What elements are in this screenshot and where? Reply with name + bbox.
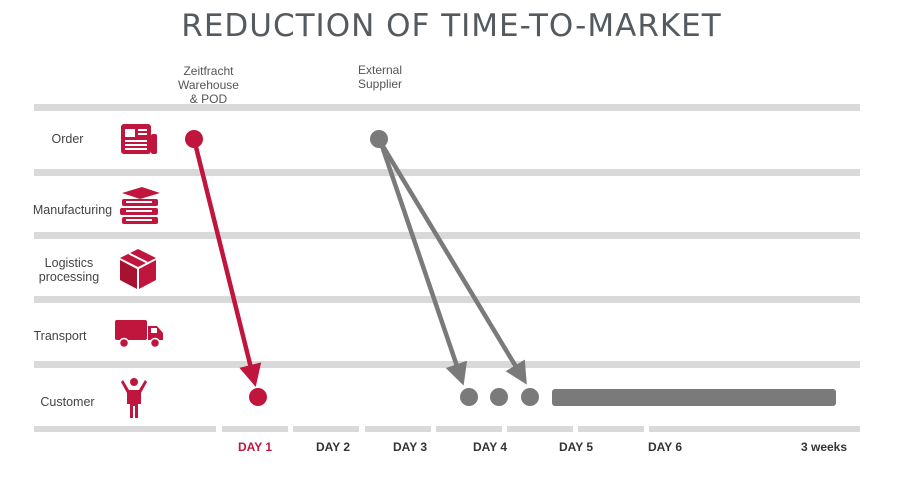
node-customer-day5 [521,388,539,406]
day-label-3: DAY 3 [392,440,428,454]
source-label-external-supplier: External Supplier [358,63,403,91]
page-title: REDUCTION OF TIME-TO-MARKET [181,8,722,44]
day-segment [507,426,573,432]
track-bar [34,169,860,176]
day-segments [34,426,860,432]
day-label-5: DAY 5 [558,440,594,454]
day-segment [365,426,431,432]
source-label-zeitfracht: Zeitfracht Warehouse & POD [178,64,239,106]
day-segment [222,426,288,432]
day-segment [293,426,359,432]
person-icon [121,378,147,418]
day-label-1: DAY 1 [237,440,273,454]
day-label-3-weeks: 3 weeks [800,440,848,454]
row-label-order: Order [51,132,84,146]
books-icon [120,187,160,224]
truck-icon [115,320,163,349]
day-segment [34,426,216,432]
node-customer-day4b [490,388,508,406]
row-label-customer: Customer [40,395,95,409]
track-bar [34,296,860,303]
day-label-2: DAY 2 [315,440,351,454]
box-icon [120,249,156,289]
node-zeitfracht-order [185,130,203,148]
row-label-logistics-processing: Logistics processing [38,256,100,284]
node-customer-day1 [249,388,267,406]
day-segment [649,426,860,432]
track-bar [34,104,860,111]
day-label-6: DAY 6 [647,440,683,454]
node-customer-day4a [460,388,478,406]
arrow-zeitfracht-to-customer [192,142,262,387]
row-label-manufacturing: Manufacturing [32,203,113,217]
arrow-supplier-to-day4 [378,142,468,386]
day-segment [436,426,502,432]
track-bar [34,232,860,239]
arrow-supplier-to-day5 [379,141,527,385]
customer-long-delivery-bar [552,389,836,406]
day-segment [578,426,644,432]
node-supplier-order [370,130,388,148]
day-label-4: DAY 4 [472,440,508,454]
row-label-transport: Transport [33,329,87,343]
track-bar [34,361,860,368]
newspaper-icon [121,124,157,154]
